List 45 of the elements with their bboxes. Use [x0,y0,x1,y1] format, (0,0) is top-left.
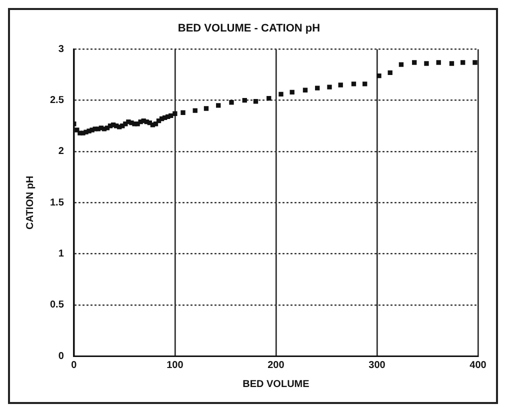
point [192,108,198,113]
x-tick-label: 300 [368,360,386,371]
y-tick-label: 1 [58,248,64,260]
point [412,60,417,65]
x-axis-title: BED VOLUME [242,378,310,390]
point [436,60,441,65]
x-tick-label: 0 [71,360,78,371]
point [362,82,368,86]
point [424,61,429,66]
y-tick-label: 3 [58,44,64,55]
y-tick-label: 2 [58,146,64,158]
point [242,98,247,103]
point [204,106,209,111]
point [327,84,332,90]
y-tick-label: 1.5 [50,197,64,208]
point [180,110,186,115]
x-tick-label: 200 [268,360,285,371]
y-tick-label: 2.5 [50,95,64,106]
point [315,86,320,90]
point [168,113,174,118]
point [376,73,382,78]
chart-title: BED VOLUME - CATION pH [178,22,320,35]
point [253,99,258,104]
point [398,62,404,67]
y-tick-label: 0.5 [50,300,64,311]
point [351,82,356,86]
point [302,88,308,92]
point [460,60,466,65]
y-axis-title: CATION pH [24,176,36,230]
point [472,60,478,65]
y-tick-label: 0 [58,350,64,362]
point [216,103,221,108]
point [229,100,234,105]
point [338,82,343,88]
point [388,70,392,76]
point [266,96,272,101]
point [74,128,80,132]
point [90,128,94,132]
point [104,126,110,130]
point [278,92,284,97]
x-tick-label: 100 [166,360,184,371]
point [290,90,294,94]
x-tick-label: 400 [470,360,487,371]
point [172,111,178,116]
point [449,61,454,66]
